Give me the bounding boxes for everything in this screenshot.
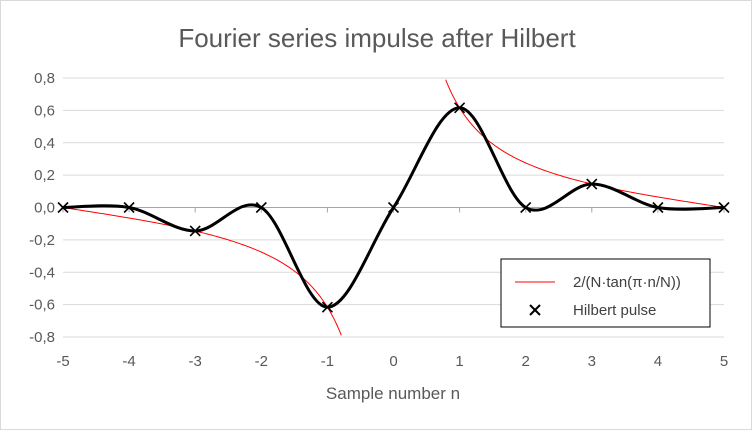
y-tick-label: -0,4 (29, 264, 55, 281)
hilbert-markers (57, 102, 730, 313)
x-tick-label: 3 (588, 353, 596, 370)
legend-label-hilbert: Hilbert pulse (573, 302, 656, 319)
x-tick-label: -1 (321, 353, 334, 370)
legend-box (500, 258, 711, 328)
data-point-marker (255, 201, 267, 214)
data-point-marker (387, 201, 400, 214)
x-tick-label: -5 (56, 353, 69, 370)
x-tick-label: 1 (455, 353, 463, 370)
marker-stroke (321, 301, 333, 313)
y-axis-tick-labels: 0,8 0,6 0,4 0,2 0,0 -0,2 -0,4 -0,6 -0,8 (29, 70, 55, 346)
marker-stroke (189, 225, 201, 237)
y-tick-label: -0,8 (29, 329, 55, 346)
marker-stroke (718, 201, 730, 214)
marker-stroke (387, 201, 400, 214)
marker-stroke (586, 178, 598, 190)
data-point-marker (520, 201, 532, 214)
y-tick-label: 0,4 (34, 135, 55, 152)
data-point-marker (57, 201, 69, 214)
legend: 2/(N·tan(π·n/N)) Hilbert pulse (500, 258, 711, 328)
marker-stroke (520, 201, 532, 214)
y-tick-label: 0,2 (34, 167, 55, 184)
y-tick-label: -0,6 (29, 297, 55, 314)
x-axis-title: Sample number n (326, 384, 460, 403)
marker-stroke (57, 201, 69, 214)
data-point-marker (189, 225, 201, 237)
x-tick-label: -3 (189, 353, 202, 370)
legend-x-marker-icon (529, 304, 541, 316)
y-tick-label: 0,0 (34, 200, 55, 217)
x-tick-label: 5 (720, 353, 728, 370)
x-tick-label: 0 (389, 353, 397, 370)
data-point-marker (586, 178, 598, 190)
x-tick-label: -4 (122, 353, 135, 370)
y-tick-label: 0,8 (34, 70, 55, 87)
data-point-marker (123, 201, 135, 214)
y-tick-label: 0,6 (34, 102, 55, 119)
chart-title: Fourier series impulse after Hilbert (178, 23, 576, 53)
legend-label-tan: 2/(N·tan(π·n/N)) (573, 274, 681, 291)
data-point-marker (321, 301, 333, 313)
marker-stroke (454, 102, 466, 114)
marker-stroke (123, 201, 135, 214)
x-tick-label: 4 (654, 353, 662, 370)
y-tick-label: -0,2 (29, 232, 55, 249)
data-point-marker (652, 201, 664, 214)
x-tick-label: -2 (255, 353, 268, 370)
tan-curve-left (62, 207, 342, 336)
x-tick-label: 2 (522, 353, 530, 370)
x-axis-tick-labels: -5 -4 -3 -2 -1 0 1 2 3 4 5 (56, 353, 728, 370)
data-point-marker (454, 102, 466, 114)
tan-curve-right (445, 79, 725, 208)
marker-stroke (652, 201, 664, 214)
data-point-marker (718, 201, 730, 214)
marker-stroke (255, 201, 267, 214)
